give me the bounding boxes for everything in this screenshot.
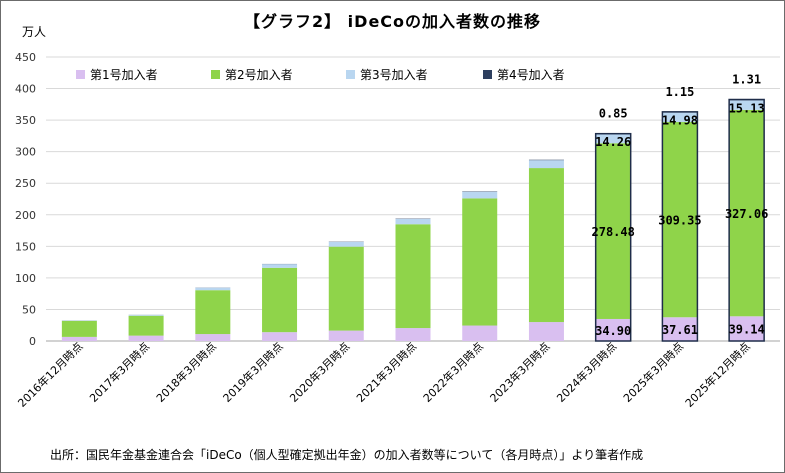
bar-segment xyxy=(328,246,364,331)
y-tick-label: 200 xyxy=(15,209,36,222)
x-tick-label: 2025年3月時点 xyxy=(620,339,686,405)
bar-segment xyxy=(528,168,564,323)
x-tick-label: 2016年12月時点 xyxy=(15,339,86,410)
bar-segment xyxy=(262,332,298,341)
y-tick-label: 0 xyxy=(29,335,36,348)
data-label: 34.90 xyxy=(595,324,631,338)
legend-swatch xyxy=(483,70,492,79)
x-tick-label: 2021年3月時点 xyxy=(353,339,419,405)
bar-segment xyxy=(729,316,765,341)
bar-segment xyxy=(462,191,498,199)
bar-outline xyxy=(594,132,632,342)
bar-segment xyxy=(195,287,231,291)
source-note: 出所：国民年金基金連合会「iDeCo（個人型確定拠出年金）の加入者数等について（… xyxy=(50,448,644,462)
bar-segment xyxy=(595,134,631,144)
bar-segment xyxy=(662,112,698,123)
y-unit-label: 万人 xyxy=(22,25,46,39)
bar-segment xyxy=(262,264,298,268)
x-tick-label: 2022年3月時点 xyxy=(420,339,486,405)
y-tick-label: 350 xyxy=(15,114,36,127)
bar-segment xyxy=(395,328,431,341)
legend-swatch xyxy=(76,70,85,79)
bar-segment xyxy=(729,100,765,110)
legend-swatch xyxy=(346,70,355,79)
bar-segment xyxy=(128,315,164,336)
data-label: 14.98 xyxy=(662,114,698,128)
data-label: 14.26 xyxy=(595,135,631,149)
legend-swatch xyxy=(211,70,220,79)
bar-segment xyxy=(595,318,631,341)
y-tick-label: 100 xyxy=(15,272,36,285)
bar-segment xyxy=(395,224,431,329)
legend-label: 第2号加入者 xyxy=(225,68,293,82)
x-tick-label: 2024年3月時点 xyxy=(554,339,620,405)
bar-segment xyxy=(462,325,498,341)
data-label: 309.35 xyxy=(658,214,701,228)
data-label: 1.15 xyxy=(665,85,694,99)
x-tick-label: 2019年3月時点 xyxy=(220,339,286,405)
data-label: 1.31 xyxy=(732,73,761,87)
bar-segment xyxy=(128,314,164,316)
y-tick-label: 300 xyxy=(15,146,36,159)
data-label: 39.14 xyxy=(729,323,765,337)
x-tick-label: 2020年3月時点 xyxy=(287,339,353,405)
bar-segment xyxy=(462,198,498,326)
bar-segment xyxy=(528,322,564,341)
bar-segment xyxy=(195,334,231,341)
y-tick-label: 450 xyxy=(15,51,36,64)
legend-label: 第4号加入者 xyxy=(497,68,565,82)
bar-segment xyxy=(662,122,698,318)
bar-segment xyxy=(395,218,431,225)
bar-segment xyxy=(61,320,97,337)
bar-segment xyxy=(128,335,164,341)
bar-segment xyxy=(61,336,97,341)
x-tick-label: 2023年3月時点 xyxy=(487,339,553,405)
bar-segment xyxy=(729,109,765,317)
data-label: 327.06 xyxy=(725,207,768,221)
bar-segment xyxy=(528,160,564,169)
data-label: 15.13 xyxy=(729,101,765,115)
legend-label: 第1号加入者 xyxy=(90,68,158,82)
x-tick-label: 2025年12月時点 xyxy=(682,339,753,410)
bar-segment xyxy=(662,317,698,341)
bar-segment xyxy=(328,330,364,341)
bar-segment xyxy=(262,267,298,333)
bar-segment xyxy=(595,143,631,319)
y-tick-label: 250 xyxy=(15,177,36,190)
bar-segment xyxy=(328,241,364,247)
x-tick-label: 2018年3月時点 xyxy=(153,339,219,405)
y-tick-label: 150 xyxy=(15,240,36,253)
legend-label: 第3号加入者 xyxy=(360,68,428,82)
bar-outline xyxy=(661,111,699,342)
bar-outline xyxy=(728,98,765,342)
data-label: 278.48 xyxy=(592,225,635,239)
x-tick-label: 2017年3月時点 xyxy=(86,339,152,405)
data-label: 0.85 xyxy=(599,107,628,121)
bar-segment xyxy=(195,290,231,335)
y-tick-label: 400 xyxy=(15,83,36,96)
y-tick-label: 50 xyxy=(22,303,36,316)
data-label: 37.61 xyxy=(662,323,698,337)
chart-title: 【グラフ2】 iDeCoの加入者数の推移 xyxy=(243,12,542,31)
